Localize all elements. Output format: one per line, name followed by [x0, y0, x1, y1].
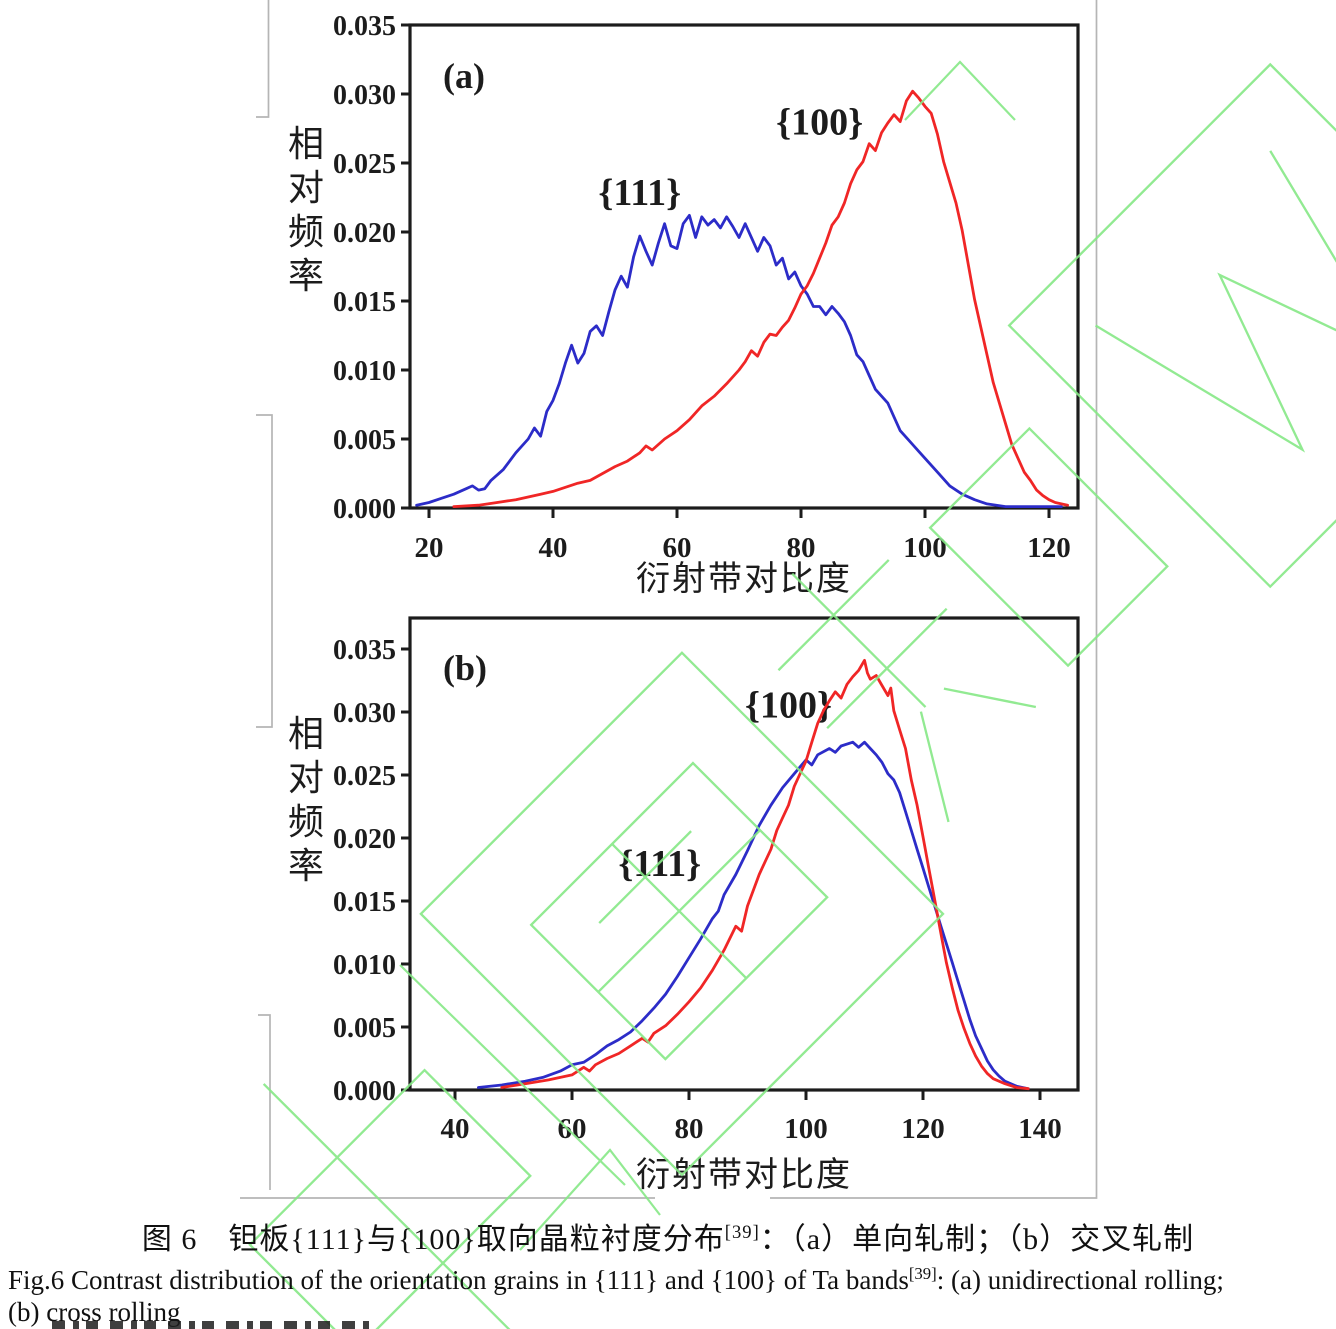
x-tick-label: 20: [415, 532, 444, 564]
caption-english-tail: : (a) unidirectional rolling;: [936, 1265, 1224, 1295]
y-tick-label: 0.000: [333, 494, 396, 525]
y-tick-label: 0.030: [333, 80, 396, 111]
panel-label: (b): [443, 648, 487, 688]
x-tick-label: 60: [663, 532, 692, 564]
series-111: [476, 740, 1030, 1091]
x-tick-label: 120: [901, 1113, 945, 1145]
caption-english-text: Fig.6 Contrast distribution of the orien…: [8, 1265, 909, 1295]
y-tick-label: 0.025: [333, 149, 396, 180]
y-tick-label: 0.000: [333, 1076, 396, 1107]
x-tick-label: 80: [787, 532, 816, 564]
curve-label: {100}: [776, 102, 863, 144]
y-tick-label: 0.005: [333, 1013, 396, 1044]
x-axis-title: 衍射带对比度: [636, 1156, 852, 1194]
caption-chinese: 图 6 钽板{111}与{100}取向晶粒衬度分布[39]：（a）单向轧制；（b…: [0, 1222, 1336, 1258]
curve-label: {111}: [618, 843, 701, 885]
curve-label: {111}: [598, 172, 681, 214]
x-tick-label: 100: [903, 532, 947, 564]
image-border-line: [256, 0, 270, 118]
y-tick-label: 0.035: [333, 635, 396, 666]
caption-chinese-tail: ：（a）单向轧制；（b）交叉轧制: [759, 1223, 1195, 1256]
x-tick-label: 100: [784, 1113, 828, 1145]
caption-english-reference: [39]: [908, 1264, 937, 1283]
y-tick-label: 0.020: [333, 218, 396, 249]
x-tick-label: 40: [441, 1113, 470, 1145]
y-tick-label: 0.015: [333, 287, 396, 318]
caption-chinese-text: 图 6 钽板{111}与{100}取向晶粒衬度分布: [141, 1223, 725, 1256]
plot-frame: [408, 23, 1080, 510]
figure-caption: 图 6 钽板{111}与{100}取向晶粒衬度分布[39]：（a）单向轧制；（b…: [0, 1222, 1336, 1328]
series-111: [415, 213, 1063, 509]
x-tick-label: 120: [1027, 532, 1071, 564]
x-axis-title: 衍射带对比度: [636, 560, 852, 598]
caption-english: Fig.6 Contrast distribution of the orien…: [0, 1264, 1336, 1296]
x-tick-label: 80: [675, 1113, 704, 1145]
x-tick-label: 40: [539, 532, 568, 564]
chart-b: 40 60 80 100 120 140 0.000 0.005 0.010 0.015 0.020…: [288, 616, 1080, 1194]
image-border-line: [256, 414, 273, 728]
y-tick-label: 0.010: [333, 356, 396, 387]
x-tick-label: 140: [1018, 1113, 1062, 1145]
series-100: [452, 89, 1069, 509]
chart-a: 20 40 60 80 100 120 0.000 0.005 0.010 0.015 0.020 0…: [288, 11, 1080, 598]
y-tick-label: 0.035: [333, 11, 396, 42]
caption-chinese-reference: [39]: [724, 1222, 760, 1243]
panel-label: (a): [443, 56, 485, 96]
y-tick-label: 0.020: [333, 824, 396, 855]
y-tick-label: 0.030: [333, 698, 396, 729]
clipped-text-fragment: [52, 1321, 372, 1329]
y-tick-label: 0.005: [333, 425, 396, 456]
y-axis-title: 相对频率: [288, 124, 324, 296]
y-tick-label: 0.010: [333, 950, 396, 981]
y-tick-label: 0.015: [333, 887, 396, 918]
y-tick-label: 0.025: [333, 761, 396, 792]
x-tick-label: 60: [558, 1113, 587, 1145]
y-axis-title: 相对频率: [288, 714, 324, 886]
